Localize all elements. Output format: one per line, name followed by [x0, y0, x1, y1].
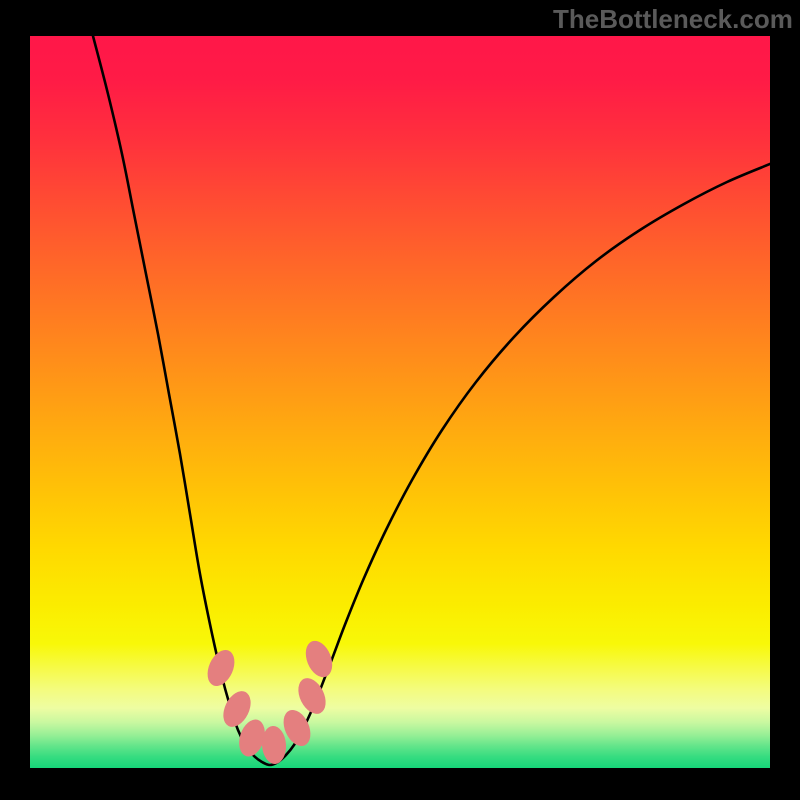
gradient-background [30, 36, 770, 768]
attribution-text: TheBottleneck.com [553, 4, 793, 35]
plot-svg [30, 36, 770, 768]
plot-area [30, 36, 770, 768]
